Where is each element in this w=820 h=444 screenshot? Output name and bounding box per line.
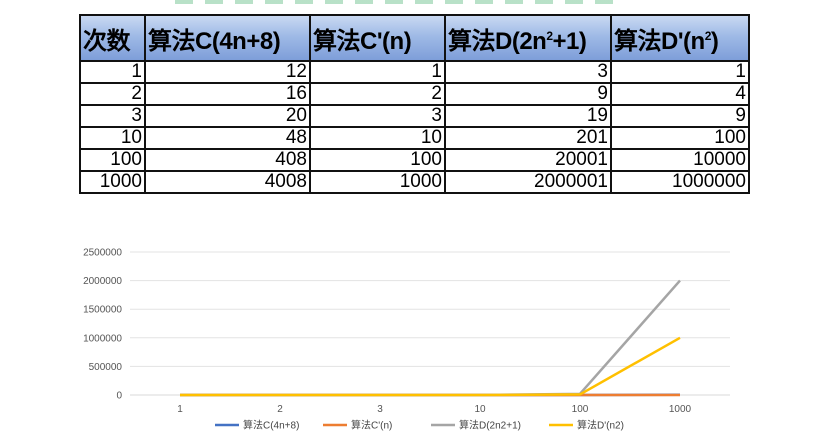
- table-cell: 20: [144, 104, 311, 128]
- top-decoration: [175, 0, 615, 4]
- x-tick-label: 100: [572, 404, 589, 415]
- table-cell: 408: [144, 148, 311, 172]
- table-row: 1 12 1 3 1: [79, 60, 750, 84]
- table-cell: 1000: [79, 170, 146, 194]
- table-cell: 9: [610, 104, 750, 128]
- header-algo-d: 算法D(2n2+1): [444, 14, 612, 62]
- header-count: 次数: [79, 14, 146, 62]
- header-algo-c: 算法C(4n+8): [144, 14, 311, 62]
- table-cell: 201: [444, 126, 612, 150]
- table-cell: 20001: [444, 148, 612, 172]
- table-cell: 3: [309, 104, 446, 128]
- header-algo-d-prime: 算法D'(n2): [610, 14, 750, 62]
- y-tick-label: 1500000: [83, 305, 122, 316]
- table-cell: 48: [144, 126, 311, 150]
- table-cell: 2: [309, 82, 446, 106]
- table-cell: 100: [79, 148, 146, 172]
- line-chart-svg: 0 500000 1000000 1500000 2000000 2500000 1 2 3 10…: [83, 248, 730, 432]
- table-row: 100 408 100 20001 10000: [79, 148, 750, 172]
- legend-label: 算法D'(n2): [577, 419, 624, 432]
- table-cell: 9: [444, 82, 612, 106]
- line-chart: 0 500000 1000000 1500000 2000000 2500000 1 2 3 10…: [70, 235, 750, 440]
- header-algo-c-prime: 算法C'(n): [309, 14, 446, 62]
- table-cell: 1: [309, 60, 446, 84]
- table-row: 1000 4008 1000 2000001 1000000: [79, 170, 750, 194]
- table-cell: 2: [79, 82, 146, 106]
- legend-label: 算法C(4n+8): [243, 419, 299, 432]
- table-cell: 12: [144, 60, 311, 84]
- x-tick-label: 10: [474, 404, 486, 415]
- data-table: 次数 算法C(4n+8) 算法C'(n) 算法D(2n2+1) 算法D'(n2)…: [79, 14, 750, 194]
- x-tick-label: 1000: [669, 404, 692, 415]
- table-cell: 1000: [309, 170, 446, 194]
- table-cell: 3: [444, 60, 612, 84]
- table-cell: 100: [309, 148, 446, 172]
- y-tick-label: 2000000: [83, 276, 122, 287]
- x-tick-label: 3: [377, 404, 383, 415]
- table-header-row: 次数 算法C(4n+8) 算法C'(n) 算法D(2n2+1) 算法D'(n2): [79, 14, 750, 62]
- x-tick-label: 1: [177, 404, 183, 415]
- x-tick-label: 2: [277, 404, 283, 415]
- table-cell: 10000: [610, 148, 750, 172]
- legend-label: 算法C'(n): [351, 419, 392, 432]
- y-tick-label: 1000000: [83, 333, 122, 344]
- table-row: 10 48 10 201 100: [79, 126, 750, 150]
- table-cell: 3: [79, 104, 146, 128]
- table-cell: 10: [309, 126, 446, 150]
- table-row: 2 16 2 9 4: [79, 82, 750, 106]
- legend-label: 算法D(2n2+1): [459, 419, 521, 432]
- table-cell: 1000000: [610, 170, 750, 194]
- table-row: 3 20 3 19 9: [79, 104, 750, 128]
- table-cell: 2000001: [444, 170, 612, 194]
- series-line: [179, 336, 681, 397]
- table-cell: 4: [610, 82, 750, 106]
- table-cell: 4008: [144, 170, 311, 194]
- table-cell: 1: [79, 60, 146, 84]
- table-cell: 16: [144, 82, 311, 106]
- table-cell: 100: [610, 126, 750, 150]
- table-cell: 19: [444, 104, 612, 128]
- table-cell: 1: [610, 60, 750, 84]
- table-cell: 10: [79, 126, 146, 150]
- y-tick-label: 0: [116, 391, 122, 402]
- y-tick-label: 500000: [89, 362, 123, 373]
- y-tick-label: 2500000: [83, 248, 122, 259]
